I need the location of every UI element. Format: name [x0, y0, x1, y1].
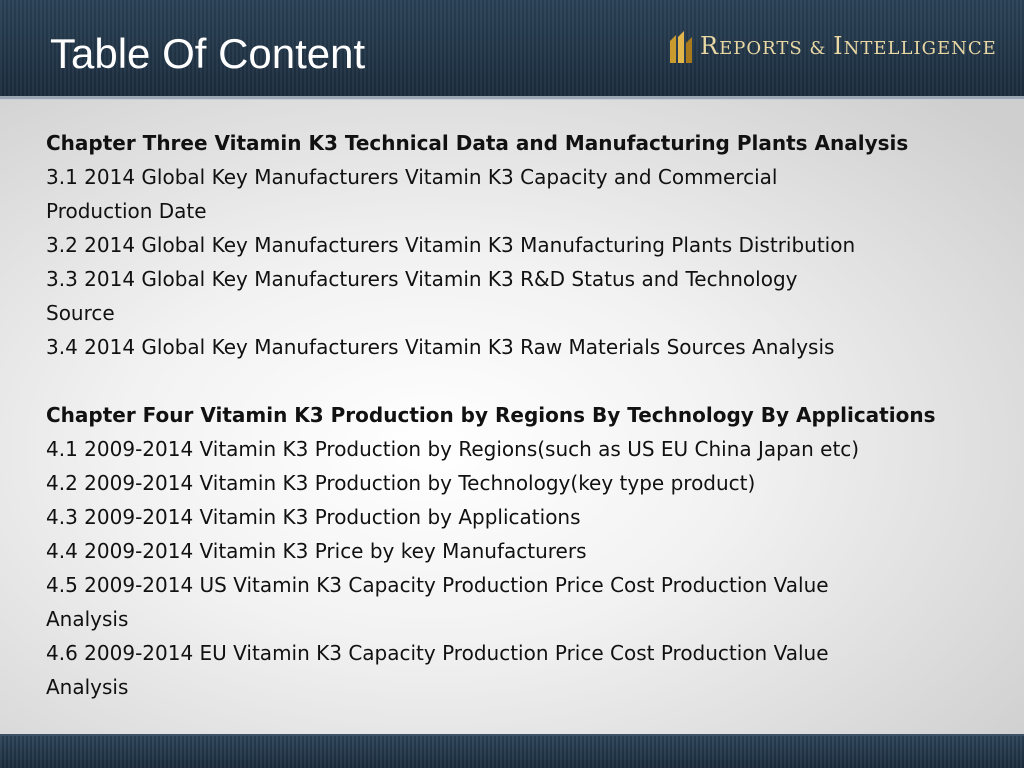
page-title: Table Of Content: [50, 30, 366, 77]
toc-item: 4.6 2009-2014 EU Vitamin K3 Capacity Pro…: [46, 641, 829, 665]
toc-item: Analysis: [46, 675, 129, 699]
building-columns-icon: [670, 31, 692, 63]
toc-item: 3.3 2014 Global Key Manufacturers Vitami…: [46, 267, 798, 291]
toc-item: 4.3 2009-2014 Vitamin K3 Production by A…: [46, 505, 581, 529]
toc-item: Analysis: [46, 607, 129, 631]
toc-item: 3.2 2014 Global Key Manufacturers Vitami…: [46, 233, 856, 257]
toc-item: 4.1 2009-2014 Vitamin K3 Production by R…: [46, 437, 860, 461]
toc-item: 4.5 2009-2014 US Vitamin K3 Capacity Pro…: [46, 573, 829, 597]
toc-item: Production Date: [46, 199, 207, 223]
slide-header: Table Of Content REPORTS & INTELLIGENCE: [0, 0, 1024, 98]
brand-name: REPORTS & INTELLIGENCE: [700, 32, 997, 60]
brand-logo: REPORTS & INTELLIGENCE: [668, 26, 997, 66]
chapter-heading: Chapter Four Vitamin K3 Production by Re…: [46, 403, 936, 427]
toc-item: 4.4 2009-2014 Vitamin K3 Price by key Ma…: [46, 539, 587, 563]
toc-item: 3.4 2014 Global Key Manufacturers Vitami…: [46, 335, 835, 359]
toc-item: Source: [46, 301, 115, 325]
toc-item: 4.2 2009-2014 Vitamin K3 Production by T…: [46, 471, 756, 495]
slide-footer: [0, 736, 1024, 768]
content-panel: Chapter Three Vitamin K3 Technical Data …: [0, 99, 1024, 736]
header-divider: [0, 96, 1024, 99]
section-gap: [46, 364, 1006, 398]
table-of-contents: Chapter Three Vitamin K3 Technical Data …: [46, 126, 1006, 704]
toc-item: 3.1 2014 Global Key Manufacturers Vitami…: [46, 165, 778, 189]
chapter-heading: Chapter Three Vitamin K3 Technical Data …: [46, 131, 909, 155]
